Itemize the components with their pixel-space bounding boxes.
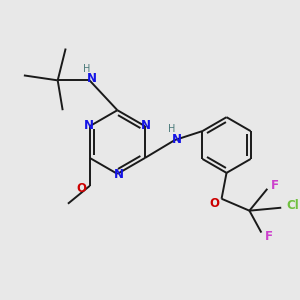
Text: N: N xyxy=(113,168,123,182)
Text: H: H xyxy=(83,64,90,74)
Text: O: O xyxy=(210,197,220,210)
Text: H: H xyxy=(168,124,176,134)
Text: Cl: Cl xyxy=(287,199,300,212)
Text: F: F xyxy=(265,230,273,243)
Text: F: F xyxy=(271,179,279,192)
Text: O: O xyxy=(77,182,87,195)
Text: N: N xyxy=(141,118,151,132)
Text: N: N xyxy=(84,118,94,132)
Text: N: N xyxy=(172,133,182,146)
Text: N: N xyxy=(86,72,97,85)
